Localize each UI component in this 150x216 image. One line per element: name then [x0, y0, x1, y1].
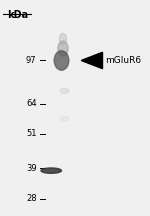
- Text: 28: 28: [26, 194, 37, 203]
- Ellipse shape: [58, 41, 68, 56]
- Ellipse shape: [60, 88, 69, 94]
- Ellipse shape: [60, 117, 68, 121]
- Ellipse shape: [59, 33, 67, 44]
- Text: mGluR6: mGluR6: [105, 56, 142, 65]
- Text: 51: 51: [26, 129, 37, 138]
- Text: 64: 64: [26, 99, 37, 108]
- Polygon shape: [81, 52, 102, 69]
- Text: 39: 39: [26, 164, 37, 173]
- Text: 97: 97: [26, 56, 37, 65]
- Ellipse shape: [54, 51, 69, 70]
- Ellipse shape: [41, 168, 62, 173]
- Text: kDa: kDa: [7, 10, 29, 20]
